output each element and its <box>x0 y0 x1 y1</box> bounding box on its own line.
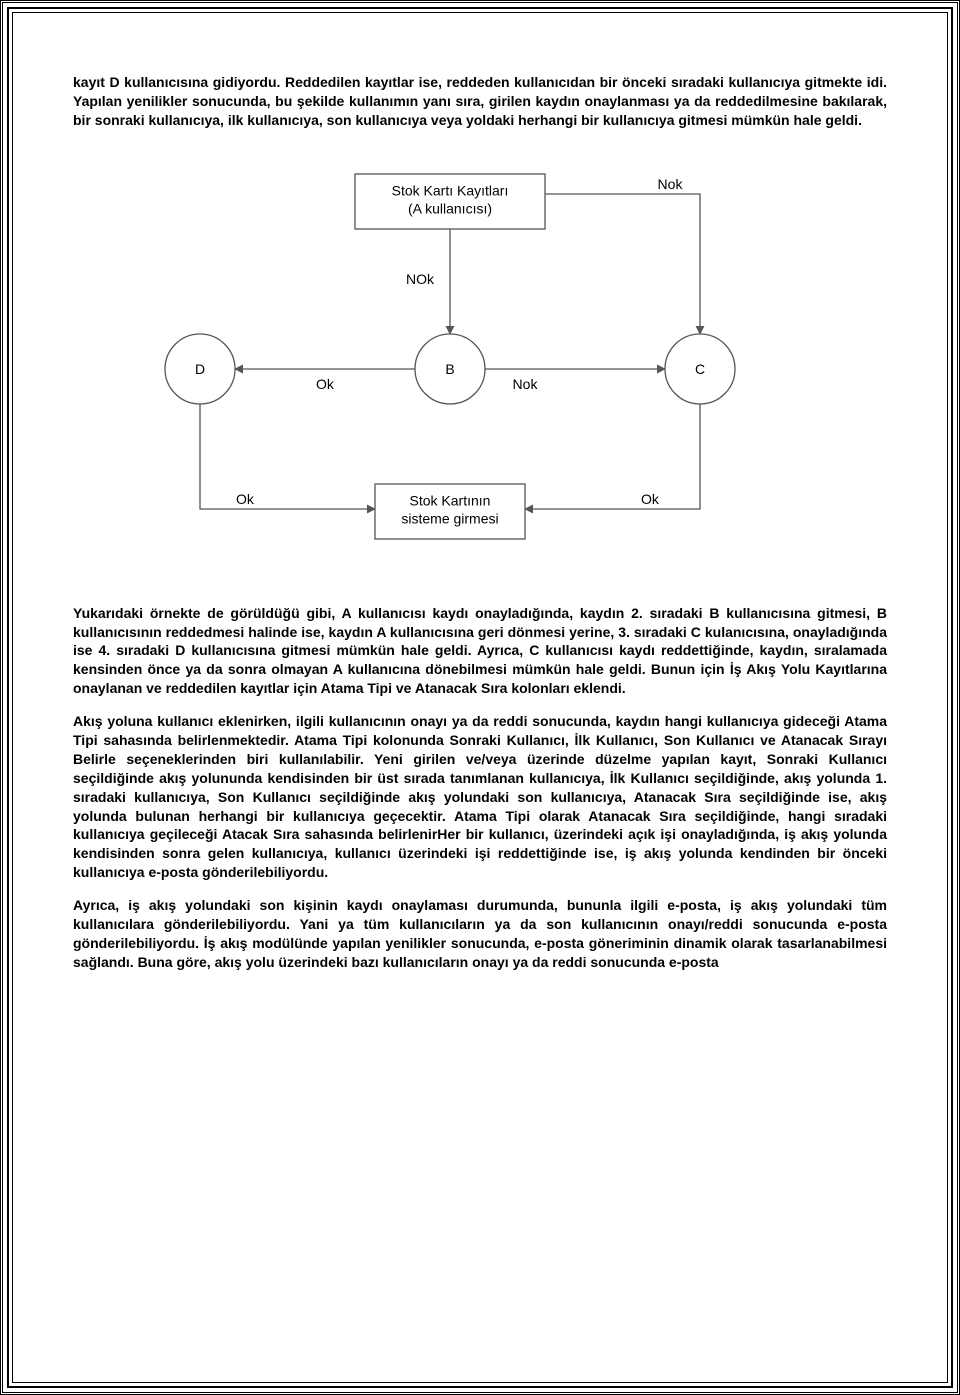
paragraph-2: Yukarıdaki örnekte de görüldüğü gibi, A … <box>73 604 887 698</box>
page-outer-border: kayıt D kullanıcısına gidiyordu. Reddedi… <box>0 0 960 1395</box>
svg-text:Nok: Nok <box>658 176 684 192</box>
svg-text:(A kullanıcısı): (A kullanıcısı) <box>408 200 492 216</box>
svg-text:NOk: NOk <box>406 271 435 287</box>
flow-diagram: Nok NOk Ok Nok Ok Ok Stok Kartı Kayıtları (A ku… <box>130 154 830 574</box>
svg-text:Ok: Ok <box>316 376 335 392</box>
flow-diagram-svg: Nok NOk Ok Nok Ok Ok Stok Kartı Kayıtları (A ku… <box>130 154 830 574</box>
page-mid-border: kayıt D kullanıcısına gidiyordu. Reddedi… <box>7 7 953 1388</box>
svg-text:B: B <box>445 361 454 377</box>
paragraph-3: Akış yoluna kullanıcı eklenirken, ilgili… <box>73 712 887 882</box>
paragraph-1: kayıt D kullanıcısına gidiyordu. Reddedi… <box>73 73 887 130</box>
svg-text:Ok: Ok <box>236 491 255 507</box>
svg-text:C: C <box>695 361 705 377</box>
svg-text:Stok Kartının: Stok Kartının <box>410 492 491 508</box>
page-inner-border: kayıt D kullanıcısına gidiyordu. Reddedi… <box>12 12 948 1383</box>
svg-text:Ok: Ok <box>641 491 660 507</box>
svg-text:sisteme girmesi: sisteme girmesi <box>401 510 498 526</box>
svg-text:D: D <box>195 361 205 377</box>
svg-text:Nok: Nok <box>513 376 539 392</box>
svg-text:Stok Kartı Kayıtları: Stok Kartı Kayıtları <box>392 182 509 198</box>
paragraph-4: Ayrıca, iş akış yolundaki son kişinin ka… <box>73 896 887 972</box>
